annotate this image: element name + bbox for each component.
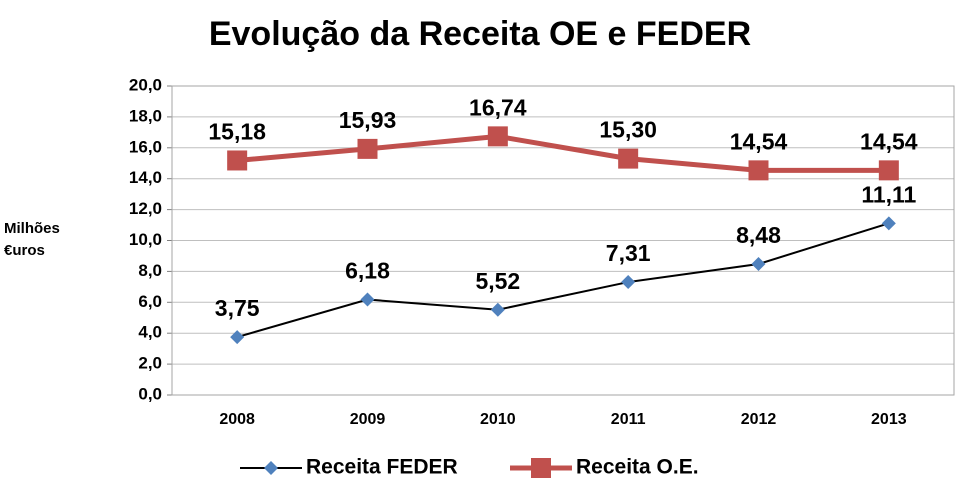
data-point [487, 126, 508, 147]
data-label: 6,18 [345, 258, 390, 284]
plot-border [171, 85, 955, 396]
y-tick-label: 4,0 [138, 323, 162, 342]
chart-title: Evolução da Receita OE e FEDER [209, 15, 751, 53]
x-tick-label: 2012 [741, 411, 777, 428]
data-label: 8,48 [736, 222, 781, 248]
y-tick-label: 12,0 [129, 199, 162, 218]
data-label: 3,75 [215, 295, 260, 321]
series-line [236, 222, 890, 339]
data-point [618, 148, 639, 169]
data-label: 15,30 [599, 117, 657, 143]
x-tick-label: 2011 [611, 411, 646, 428]
data-label: 5,52 [475, 268, 520, 294]
legend-marker [264, 461, 278, 475]
legend-label: Receita FEDER [306, 456, 458, 479]
x-tick-label: 2010 [480, 411, 516, 428]
data-label: 14,54 [730, 128, 788, 154]
legend-marker [531, 458, 551, 478]
y-tick-label: 2,0 [138, 354, 162, 373]
data-label: 11,11 [861, 181, 916, 207]
data-point [490, 302, 505, 317]
data-point [360, 292, 375, 307]
x-tick-label: 2009 [350, 411, 386, 428]
y-tick-label: 8,0 [138, 261, 162, 280]
series-line [236, 133, 889, 173]
data-point [878, 160, 899, 181]
y-tick-label: 0,0 [138, 384, 162, 403]
y-tick-label: 16,0 [129, 137, 162, 156]
data-label: 14,54 [860, 128, 918, 154]
y-axis-label: Milhões €uros [4, 220, 60, 259]
data-point [881, 216, 896, 231]
data-label: 15,93 [339, 107, 397, 133]
x-tick-label: 2013 [871, 411, 907, 428]
y-tick-label: 18,0 [129, 106, 162, 125]
data-point [230, 330, 245, 345]
data-point [751, 256, 766, 271]
y-tick-label: 10,0 [129, 230, 162, 249]
legend-label: Receita O.E. [576, 456, 699, 479]
data-label: 15,18 [208, 119, 266, 145]
y-tick-label: 20,0 [129, 75, 162, 94]
data-label: 16,74 [469, 94, 527, 120]
y-tick-label: 6,0 [138, 292, 162, 311]
data-point [227, 150, 248, 171]
data-point [748, 160, 769, 181]
data-point [357, 138, 378, 159]
y-tick-label: 14,0 [129, 168, 162, 187]
x-tick-label: 2008 [219, 411, 255, 428]
data-label: 7,31 [606, 240, 651, 266]
data-point [621, 275, 636, 290]
